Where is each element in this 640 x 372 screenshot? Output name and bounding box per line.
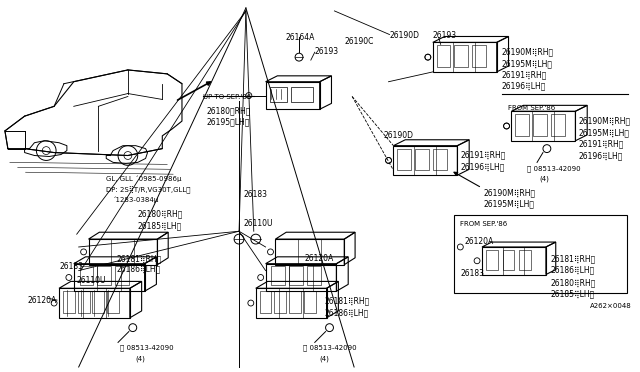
Bar [271,266,285,285]
Text: 26181⢿RH⦿: 26181⢿RH⦿ [324,296,370,305]
Text: Ⓢ 08513-42090: Ⓢ 08513-42090 [303,344,356,351]
Text: 26186⢿LH⦿: 26186⢿LH⦿ [324,308,369,317]
Bar [433,149,447,170]
Text: 26110U: 26110U [244,219,273,228]
Text: 26183: 26183 [59,262,83,271]
Bar [291,87,313,102]
Text: 26181⢿RH⦿: 26181⢿RH⦿ [116,254,161,263]
Bar [511,111,575,141]
Bar [275,239,344,265]
Text: 26185⢿LH⦿: 26185⢿LH⦿ [551,289,595,298]
Text: 26193: 26193 [433,31,457,39]
Bar [304,291,316,313]
Bar [454,45,468,67]
Bar [92,291,104,313]
Bar [289,291,301,313]
Bar [289,266,303,285]
Bar [266,264,337,291]
Text: 26183: 26183 [460,269,484,278]
Text: DP: 2S⢿T/R,VG30T,GLL⦿: DP: 2S⢿T/R,VG30T,GLL⦿ [106,186,191,193]
Text: 26180〈RH〉: 26180〈RH〉 [207,106,251,115]
Bar [266,82,319,109]
Text: 26180⢿RH⦿: 26180⢿RH⦿ [551,279,596,288]
Text: 26185⢿LH⦿: 26185⢿LH⦿ [138,221,182,230]
Text: 26195M⢿LH⦿: 26195M⢿LH⦿ [502,59,553,68]
Bar [502,250,515,270]
Text: FROM SEP.'86: FROM SEP.'86 [460,221,508,227]
Text: 26193: 26193 [315,47,339,56]
Bar [472,45,486,67]
Bar [454,215,627,293]
Bar [79,266,93,285]
Text: 26180⢿RH⦿: 26180⢿RH⦿ [138,209,183,219]
Text: 26195〈LH〉: 26195〈LH〉 [207,117,250,126]
Text: Ⓢ 08513-42090: Ⓢ 08513-42090 [120,344,173,351]
Bar [394,146,458,175]
Text: 26110U: 26110U [77,276,106,285]
Text: 26181⢿RH⦿: 26181⢿RH⦿ [551,254,596,263]
Bar [307,266,321,285]
Bar [486,250,498,270]
Text: (4): (4) [319,355,330,362]
Bar [256,288,326,318]
Text: Ⓢ 08513-42090: Ⓢ 08513-42090 [527,165,581,172]
Text: 26196⢿LH⦿: 26196⢿LH⦿ [502,82,546,91]
Text: 26195M⢿LH⦿: 26195M⢿LH⦿ [484,200,535,209]
Text: 26191⢿RH⦿: 26191⢿RH⦿ [579,140,624,149]
Bar [74,264,145,291]
Text: 26120A: 26120A [28,296,57,305]
Text: 26186⢿LH⦿: 26186⢿LH⦿ [551,266,595,275]
Bar [63,291,75,313]
Text: 26120A: 26120A [464,237,493,246]
Bar [269,87,287,102]
Text: 26190M⢿RH⦿: 26190M⢿RH⦿ [502,47,554,56]
Bar [115,266,129,285]
Text: 26195M⢿LH⦿: 26195M⢿LH⦿ [579,128,629,137]
Text: 26120A: 26120A [305,254,334,263]
Text: 26164A: 26164A [285,33,315,42]
Bar [515,114,529,136]
Bar [551,114,564,136]
Text: 26196⢿LH⦿: 26196⢿LH⦿ [460,163,505,171]
Text: GL, GLL ´0985-0986µ: GL, GLL ´0985-0986µ [106,175,182,182]
Text: 26190M⢿RH⦿: 26190M⢿RH⦿ [484,188,536,197]
Text: 26190D: 26190D [390,31,419,39]
Bar [533,114,547,136]
Bar [397,149,411,170]
Text: FROM SEP.'86: FROM SEP.'86 [508,105,555,111]
Bar [59,288,130,318]
Text: A262×0048: A262×0048 [590,303,632,309]
Text: 26190C: 26190C [344,38,374,46]
Bar [97,266,111,285]
Bar [77,291,90,313]
Text: 26186⢿LH⦿: 26186⢿LH⦿ [116,265,160,274]
Bar [260,291,271,313]
Text: 26183: 26183 [244,190,268,199]
Text: 26190D: 26190D [383,131,413,140]
Bar [275,291,286,313]
Text: (4): (4) [136,355,146,362]
Bar [433,42,497,72]
Text: 26196⢿LH⦿: 26196⢿LH⦿ [579,151,623,161]
Bar [108,291,119,313]
Text: ´1283-0384µ: ´1283-0384µ [113,197,159,203]
Bar [436,45,451,67]
Text: (4): (4) [539,175,549,182]
Bar [88,239,157,265]
Text: 26191⢿RH⦿: 26191⢿RH⦿ [502,70,547,79]
Text: 26191⢿RH⦿: 26191⢿RH⦿ [460,151,506,160]
Text: 26190M⢿RH⦿: 26190M⢿RH⦿ [579,116,630,125]
Bar [415,149,429,170]
Bar [519,250,531,270]
Text: UP TO SEP.'86: UP TO SEP.'86 [203,93,251,100]
Bar [482,247,546,275]
